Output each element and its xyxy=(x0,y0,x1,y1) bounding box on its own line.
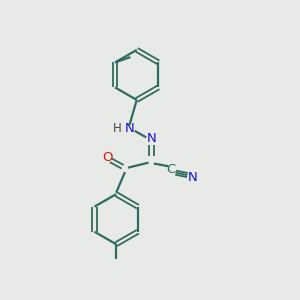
Text: H: H xyxy=(112,122,122,135)
Text: N: N xyxy=(124,122,134,135)
Text: O: O xyxy=(102,151,112,164)
Text: N: N xyxy=(147,132,156,145)
Text: C: C xyxy=(167,163,176,176)
Text: N: N xyxy=(188,172,198,184)
